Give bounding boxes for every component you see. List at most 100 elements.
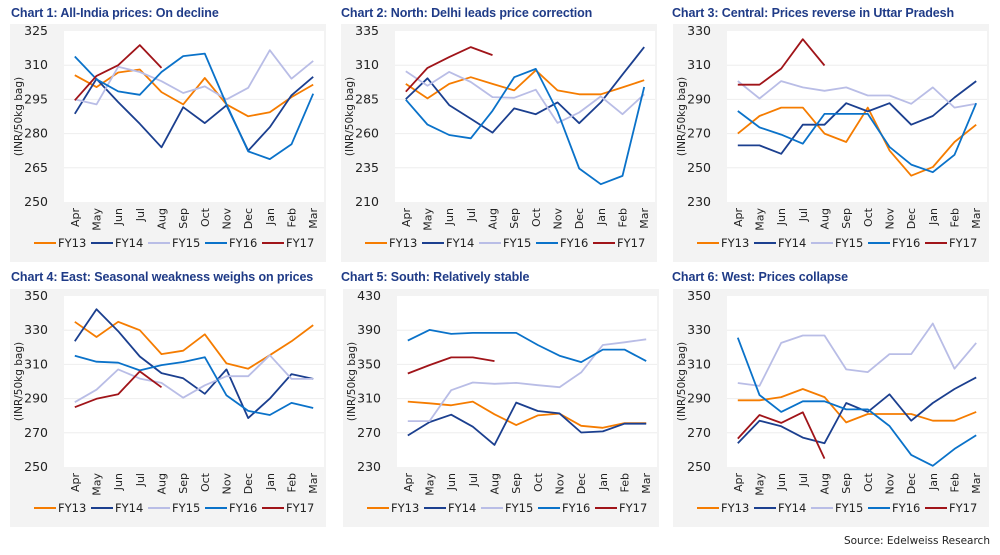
series-line-fy17 (74, 370, 163, 409)
y-tick-label: 350 (357, 356, 381, 371)
plot-area (64, 296, 324, 467)
chart-3-title: Chart 3: Central: Prices reverse in Utta… (672, 6, 955, 20)
x-tick-label: Feb (617, 208, 630, 227)
y-axis-label: (INR/50kg bag) (13, 342, 25, 421)
x-tick-label: Nov (554, 473, 567, 495)
y-axis-label: (INR/50kg bag) (676, 342, 688, 421)
x-tick-label: Jan (927, 473, 940, 491)
y-tick-label: 270 (687, 425, 711, 440)
x-tick-label: Aug (819, 473, 832, 494)
x-tick-label: Oct (199, 207, 212, 227)
legend-label-fy17: FY17 (949, 501, 977, 515)
series-line-fy14 (405, 46, 645, 134)
x-tick-label: Dec (905, 473, 918, 494)
legend-label-fy14: FY14 (446, 236, 474, 250)
chart-6-title: Chart 6: West: Prices collapse (672, 270, 849, 284)
legend-label-fy16: FY16 (560, 236, 588, 250)
series-line-fy16 (737, 102, 978, 174)
x-tick-label: Aug (487, 208, 500, 229)
chart-4-title: Chart 4: East: Seasonal weakness weighs … (11, 270, 314, 284)
y-axis-label: (INR/50kg bag) (344, 77, 356, 156)
x-tick-label: Oct (199, 472, 212, 492)
y-tick-label: 260 (355, 126, 379, 141)
series-line-fy14 (74, 76, 314, 152)
y-tick-label: 430 (357, 289, 381, 303)
x-tick-label: Jan (927, 208, 940, 226)
x-tick-label: Jan (595, 208, 608, 226)
legend-label-fy15: FY15 (503, 236, 531, 250)
y-axis-label: (INR/50kg bag) (346, 342, 358, 421)
x-tick-label: Jun (443, 208, 456, 226)
legend-label-fy13: FY13 (391, 501, 419, 515)
y-tick-label: 250 (24, 459, 48, 474)
x-tick-label: Jun (112, 473, 125, 491)
chart-1-panel: 250 265 280 295 310 325 (INR/50kg bag) Apr May Ju… (10, 24, 326, 262)
series-line-fy14 (737, 376, 977, 445)
x-tick-label: Jul (797, 208, 810, 222)
legend-label-fy13: FY13 (58, 236, 86, 250)
series-line-fy15 (737, 80, 977, 109)
chart-3-panel: 230 250 270 290 310 330 (INR/50kg bag) Apr May Ju… (673, 24, 989, 262)
series-line-fy16 (74, 52, 315, 161)
x-tick-label: Dec (575, 473, 588, 494)
legend-label-fy15: FY15 (172, 501, 200, 515)
plot-area (397, 296, 657, 467)
x-tick-label: Dec (242, 473, 255, 494)
series-line-fy14 (737, 80, 977, 155)
legend-label-fy16: FY16 (562, 501, 590, 515)
chart-6-panel: 250 270 290 310 330 350 (INR/50kg bag) Apr May Ju… (673, 289, 989, 527)
x-tick-label: May (424, 473, 437, 496)
source-note: Source: Edelweiss Research (843, 535, 990, 547)
x-tick-label: Jul (134, 208, 147, 222)
series-line-fy15 (74, 354, 314, 403)
series-line-fy14 (407, 401, 647, 446)
series-line-fy17 (737, 411, 826, 459)
legend-label-fy13: FY13 (721, 501, 749, 515)
series-line-fy13 (407, 400, 647, 429)
x-tick-label: Sep (177, 208, 190, 229)
x-tick-label: Apr (69, 473, 82, 493)
y-tick-label: 310 (24, 57, 48, 72)
x-tick-label: Sep (840, 208, 853, 229)
x-tick-label: Nov (221, 473, 234, 495)
legend-label-fy13: FY13 (721, 236, 749, 250)
chart-6-svg: 250 270 290 310 330 350 (INR/50kg bag) Apr May Ju… (676, 289, 987, 515)
series-line-fy17 (405, 46, 493, 93)
y-tick-label: 390 (357, 322, 381, 337)
x-tick-label: Jan (264, 208, 277, 226)
y-tick-label: 230 (687, 194, 711, 209)
x-tick-label: Feb (286, 208, 299, 227)
y-tick-label: 350 (687, 289, 711, 303)
chart-4-panel: 250 270 290 310 330 350 (INR/50kg bag) Apr May Ju… (10, 289, 326, 527)
x-tick-label: Jul (134, 473, 147, 487)
x-tick-label: Nov (884, 208, 897, 230)
series-line-fy16 (407, 329, 647, 363)
y-tick-label: 290 (687, 91, 711, 106)
y-tick-label: 250 (24, 194, 48, 209)
x-tick-label: Apr (732, 208, 745, 228)
x-tick-label: Sep (840, 473, 853, 494)
y-tick-label: 230 (357, 459, 381, 474)
x-tick-label: Dec (573, 208, 586, 229)
legend-label-fy13: FY13 (389, 236, 417, 250)
series-line-fy13 (737, 388, 977, 424)
chart-2-panel: 210 235 260 285 310 335 (INR/50kg bag) Apr May Ju… (341, 24, 657, 262)
series-line-fy13 (74, 68, 314, 118)
x-tick-label: Feb (949, 473, 962, 492)
x-tick-label: Apr (732, 473, 745, 493)
legend-label-fy16: FY16 (229, 501, 257, 515)
x-tick-label: Jan (264, 473, 277, 491)
legend-label-fy15: FY15 (835, 501, 863, 515)
y-tick-label: 325 (24, 24, 48, 38)
y-tick-label: 270 (357, 425, 381, 440)
y-tick-label: 330 (687, 322, 711, 337)
legend-label-fy15: FY15 (505, 501, 533, 515)
y-tick-label: 265 (24, 160, 48, 175)
x-tick-label: Mar (640, 473, 653, 494)
x-tick-label: Feb (949, 208, 962, 227)
y-tick-label: 330 (687, 24, 711, 38)
series-line-fy16 (74, 354, 314, 416)
y-tick-label: 330 (24, 322, 48, 337)
y-tick-label: 310 (24, 356, 48, 371)
x-tick-label: Nov (884, 473, 897, 495)
